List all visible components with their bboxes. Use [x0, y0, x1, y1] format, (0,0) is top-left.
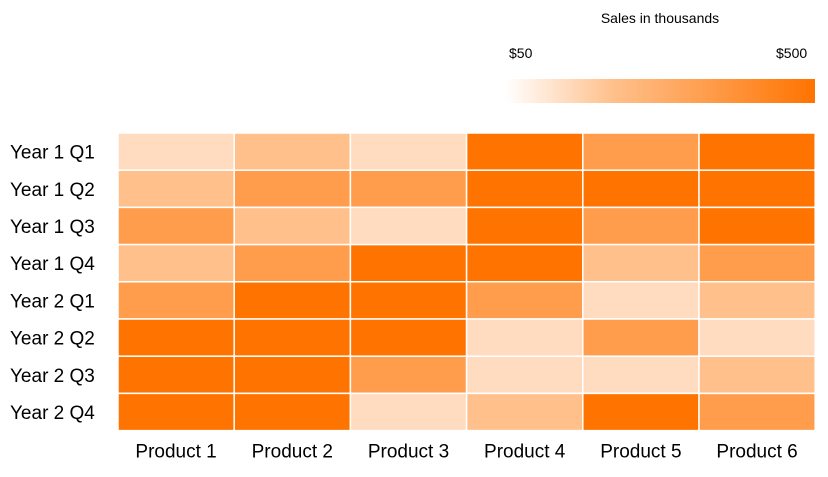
heatmap-cell: [582, 132, 700, 171]
heatmap-cell: [349, 132, 468, 171]
heatmap-cell: [349, 355, 468, 395]
row-label: Year 2 Q4: [10, 403, 95, 424]
heatmap-cell: [698, 318, 816, 357]
column-label: Product 5: [600, 442, 681, 463]
column-label: Product 1: [135, 442, 216, 463]
legend-max-label: $500: [776, 45, 808, 61]
heatmap-cell: [117, 169, 235, 209]
heatmap-cell: [349, 243, 468, 283]
row-label: Year 1 Q4: [10, 254, 95, 275]
heatmap-cell: [465, 318, 584, 357]
heatmap-cell: [582, 281, 700, 320]
heatmap-cell: [117, 206, 235, 246]
heatmap-cell: [698, 355, 816, 395]
row-label: Year 1 Q3: [10, 217, 95, 238]
heatmap-cell: [698, 206, 816, 246]
column-label: Product 3: [368, 442, 449, 463]
heatmap-cell: [117, 318, 235, 357]
heatmap-cell: [465, 206, 584, 246]
heatmap-cell: [465, 392, 584, 432]
heatmap-cell: [698, 392, 816, 432]
heatmap-cell: [465, 132, 584, 171]
heatmap-cell: [698, 132, 816, 171]
heatmap-cell: [582, 206, 700, 246]
heatmap-cell: [698, 243, 816, 283]
heatmap-cell: [582, 355, 700, 395]
heatmap-cell: [233, 392, 352, 432]
heatmap-cell: [582, 169, 700, 209]
heatmap-cell: [349, 318, 468, 357]
heatmap-cell: [465, 169, 584, 209]
heatmap-cell: [349, 281, 468, 320]
legend-title: Sales in thousands: [600, 10, 720, 26]
heatmap-cell: [349, 169, 468, 209]
heatmap-cell: [233, 169, 352, 209]
heatmap-cell: [233, 281, 352, 320]
heatmap-cell: [349, 392, 468, 432]
heatmap-cell: [233, 318, 352, 357]
heatmap-cell: [582, 318, 700, 357]
heatmap-cell: [698, 281, 816, 320]
column-label: Product 4: [484, 442, 566, 463]
column-label: Product 2: [252, 442, 333, 463]
heatmap-cell: [233, 206, 352, 246]
heatmap-cell: [233, 355, 352, 395]
heatmap-cell: [698, 169, 816, 209]
heatmap-cell: [233, 243, 352, 283]
heatmap-cell: [465, 281, 584, 320]
heatmap-cell: [465, 355, 584, 395]
row-label: Year 2 Q2: [10, 329, 95, 350]
heatmap-cell: [117, 355, 235, 395]
heatmap-cell: [117, 392, 235, 432]
heatmap-cell: [117, 132, 235, 171]
heatmap-cell: [117, 281, 235, 320]
row-label: Year 2 Q1: [10, 291, 95, 312]
heatmap-cell: [349, 206, 468, 246]
heatmap-cell: [582, 392, 700, 432]
row-label: Year 1 Q2: [10, 180, 95, 201]
legend-min-label: $50: [509, 45, 533, 61]
heatmap-cell: [465, 243, 584, 283]
column-label: Product 6: [716, 442, 797, 463]
legend-gradient-bar: [505, 79, 815, 103]
heatmap-cell: [233, 132, 352, 171]
heatmap-cell: [117, 243, 235, 283]
row-label: Year 1 Q1: [10, 143, 95, 164]
row-label: Year 2 Q3: [10, 366, 95, 387]
heatmap-cell: [582, 243, 700, 283]
